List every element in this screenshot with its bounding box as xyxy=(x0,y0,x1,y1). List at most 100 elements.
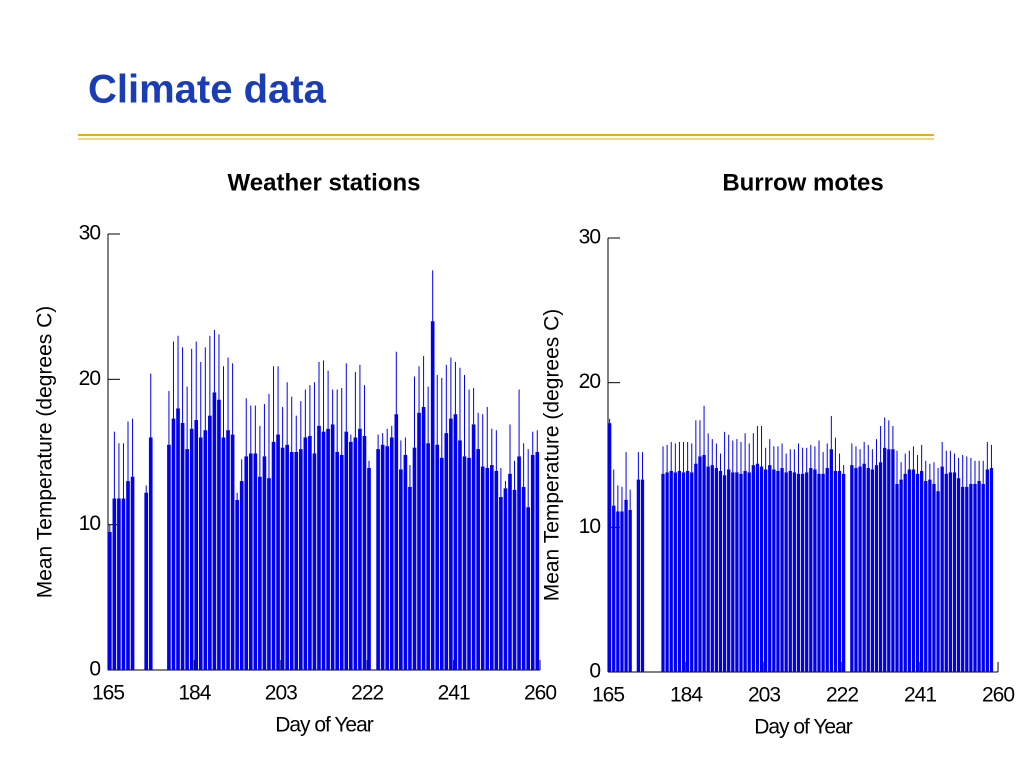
bar xyxy=(800,473,805,672)
bar xyxy=(624,499,628,672)
x-tick-label: 222 xyxy=(826,684,858,707)
bar xyxy=(850,465,854,672)
bar xyxy=(530,454,535,670)
x-tick-label: 165 xyxy=(92,682,124,705)
bar xyxy=(430,321,435,670)
bar xyxy=(126,481,130,670)
bar xyxy=(380,444,385,670)
bar xyxy=(467,457,471,670)
bar xyxy=(928,479,932,672)
x-axis-label: Day of Year xyxy=(754,716,853,739)
bar xyxy=(180,422,185,670)
bar xyxy=(768,465,772,672)
bar xyxy=(924,481,928,672)
x-tick-label: 260 xyxy=(524,682,556,705)
bar xyxy=(702,455,706,672)
bar xyxy=(784,472,788,672)
bar xyxy=(887,449,891,672)
bar xyxy=(144,492,149,670)
bar xyxy=(312,453,317,670)
bar xyxy=(344,431,349,670)
x-tick-label: 222 xyxy=(351,682,383,705)
bar xyxy=(727,469,731,672)
bar xyxy=(280,447,285,670)
bar xyxy=(788,470,792,672)
bar xyxy=(952,472,957,672)
bar xyxy=(780,468,784,672)
x-tick-label: 241 xyxy=(438,682,470,705)
bar xyxy=(349,441,353,670)
bar xyxy=(267,478,271,670)
bar xyxy=(690,472,694,672)
bar xyxy=(503,488,508,670)
bar xyxy=(271,441,276,670)
bar xyxy=(903,473,907,672)
bar xyxy=(512,489,517,670)
bar xyxy=(471,424,476,670)
bar xyxy=(121,498,126,670)
bar xyxy=(747,472,751,672)
bar xyxy=(915,473,920,672)
bar xyxy=(394,414,399,670)
bar xyxy=(285,444,289,670)
bar xyxy=(973,483,977,672)
bar xyxy=(367,467,371,670)
bar xyxy=(891,449,895,672)
bar xyxy=(148,437,153,670)
bar xyxy=(417,412,421,670)
bar xyxy=(339,454,344,670)
bar xyxy=(686,470,690,672)
bar xyxy=(167,444,171,670)
bar xyxy=(809,468,813,672)
bar xyxy=(449,418,453,670)
bar xyxy=(661,473,665,672)
bar xyxy=(833,470,838,672)
x-tick-label: 203 xyxy=(265,682,297,705)
bar xyxy=(772,469,776,672)
bar xyxy=(792,472,797,672)
bar xyxy=(759,466,764,672)
y-tick-label: 30 xyxy=(79,222,101,245)
bar xyxy=(883,447,887,672)
bar xyxy=(426,443,430,670)
bar xyxy=(718,470,723,672)
x-axis-label: Day of Year xyxy=(275,714,374,737)
bar xyxy=(677,470,682,672)
bar xyxy=(681,472,686,672)
bar xyxy=(253,453,258,670)
bar xyxy=(977,481,981,672)
bar xyxy=(412,447,417,670)
bar xyxy=(944,473,948,672)
bar xyxy=(936,491,940,672)
bar xyxy=(636,479,641,672)
bar xyxy=(226,430,230,670)
bar xyxy=(335,452,340,670)
bar xyxy=(217,399,221,670)
bar xyxy=(735,472,739,672)
bar xyxy=(112,498,117,670)
bar xyxy=(969,483,973,672)
bar xyxy=(722,475,727,672)
bar xyxy=(308,436,312,670)
bar xyxy=(870,469,875,672)
bar xyxy=(895,483,899,672)
bar xyxy=(985,469,989,672)
bar xyxy=(764,469,768,672)
bar xyxy=(965,486,969,672)
bar xyxy=(842,473,846,672)
bar xyxy=(358,428,362,670)
bar xyxy=(948,472,953,672)
bar xyxy=(480,466,485,670)
bar xyxy=(899,479,903,672)
bar xyxy=(362,436,367,670)
bar xyxy=(698,456,702,672)
bar xyxy=(399,469,403,670)
bar xyxy=(862,463,866,672)
bar xyxy=(462,456,467,670)
bar xyxy=(317,425,321,670)
bar xyxy=(262,456,267,670)
bar xyxy=(907,469,911,672)
chart-title: Burrow motes xyxy=(722,169,883,196)
bar xyxy=(920,470,924,672)
x-tick-label: 260 xyxy=(982,684,1014,707)
